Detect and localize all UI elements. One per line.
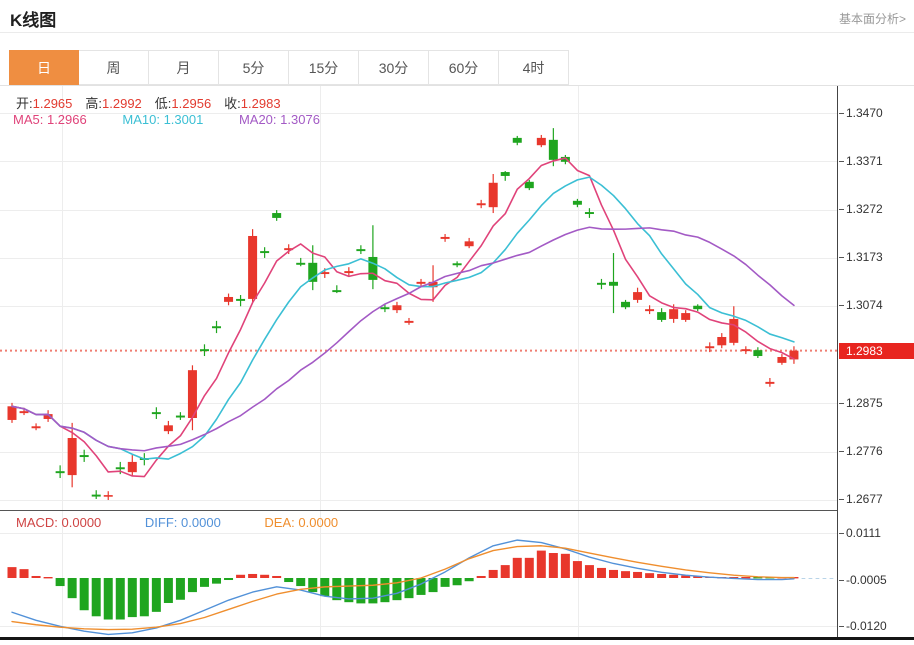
tab-week[interactable]: 周 [79, 50, 149, 85]
axis-tick [839, 580, 844, 581]
tab-5min[interactable]: 5分 [219, 50, 289, 85]
macd-tick-label: -0.0120 [846, 619, 887, 633]
tab-60min[interactable]: 60分 [429, 50, 499, 85]
price-tick-label: 1.3173 [846, 250, 883, 264]
tab-30min[interactable]: 30分 [359, 50, 429, 85]
ma20-legend: MA20: 1.3076 [238, 112, 320, 127]
price-tick-label: 1.3272 [846, 202, 883, 216]
tab-4hour[interactable]: 4时 [499, 50, 569, 85]
price-tick-label: 1.2677 [846, 492, 883, 506]
close-value: 1.2983 [240, 96, 281, 111]
axis-tick [839, 257, 844, 258]
ma-legend: MA5: 1.2966 MA10: 1.3001 MA20: 1.3076 [13, 112, 352, 127]
price-tick-label: 1.2875 [846, 396, 883, 410]
price-tick-label: 1.3371 [846, 154, 883, 168]
ma5-legend: MA5: 1.2966 [13, 112, 87, 127]
kline-chart-canvas[interactable] [0, 86, 838, 640]
low-value: 1.2956 [171, 96, 212, 111]
axis-tick [839, 626, 844, 627]
high-label: 高: [85, 96, 103, 111]
axis-tick [839, 403, 844, 404]
axis-tick [839, 305, 844, 306]
axis-tick [839, 499, 844, 500]
ma10-legend: MA10: 1.3001 [122, 112, 204, 127]
diff-value-legend: DIFF: 0.0000 [144, 515, 221, 530]
price-tick-label: 1.3470 [846, 106, 883, 120]
price-tick-label: 1.3074 [846, 298, 883, 312]
header: K线图 基本面分析> [0, 0, 914, 33]
low-label: 低: [154, 96, 172, 111]
fundamental-analysis-link[interactable]: 基本面分析> [838, 12, 906, 26]
axis-tick [839, 161, 844, 162]
tab-month[interactable]: 月 [149, 50, 219, 85]
panel-bottom-border [0, 637, 914, 640]
axis-tick [839, 113, 844, 114]
period-tabs: 日 周 月 5分 15分 30分 60分 4时 [0, 50, 914, 86]
macd-tick-label: -0.0005 [846, 573, 887, 587]
tab-15min[interactable]: 15分 [289, 50, 359, 85]
dea-value-legend: DEA: 0.0000 [264, 515, 339, 530]
axis-tick [839, 533, 844, 534]
axis-tick [839, 209, 844, 210]
price-tick-label: 1.2776 [846, 444, 883, 458]
open-label: 开: [16, 96, 33, 111]
axis-tick [839, 451, 844, 452]
tab-day[interactable]: 日 [9, 50, 79, 85]
macd-legend: MACD: 0.0000 DIFF: 0.0000 DEA: 0.0000 [16, 515, 378, 530]
open-value: 1.2965 [32, 96, 73, 111]
ohlc-legend: 开:1.2965 高:1.2992 低:1.2956 收:1.2983 [16, 93, 294, 112]
close-label: 收: [224, 96, 241, 111]
page-title: K线图 [10, 11, 57, 30]
high-value: 1.2992 [102, 96, 142, 111]
macd-value-legend: MACD: 0.0000 [16, 515, 102, 530]
current-price-badge: 1.2983 [839, 343, 914, 359]
macd-tick-label: 0.0111 [846, 526, 881, 540]
